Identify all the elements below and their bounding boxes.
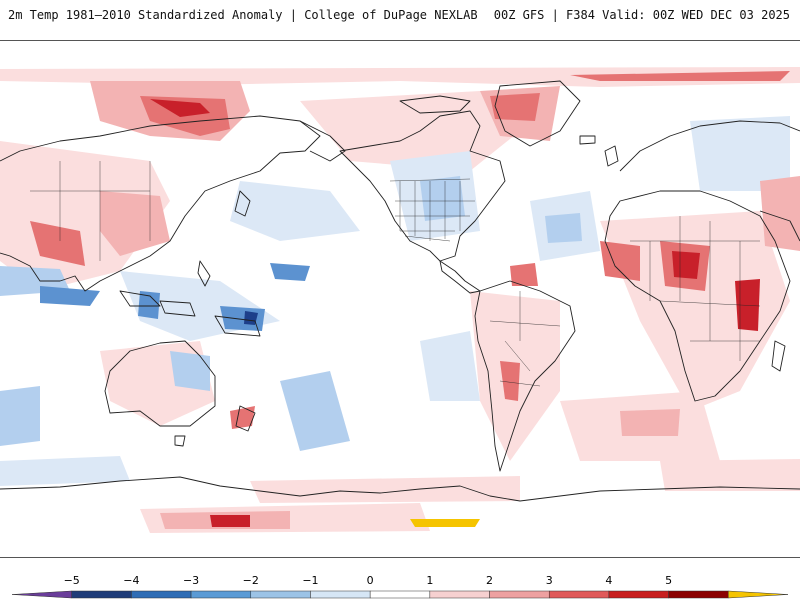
colorbar-tick-label: −1 [302,574,318,587]
us-state-lines [395,181,475,241]
siberia-warm-peak [150,99,210,117]
antarctic-ring [250,476,520,503]
political-borders [30,161,761,387]
europe-coast [619,120,800,172]
colorbar-segment [369,590,431,599]
antarctic-cool [0,456,130,486]
colorbar-legend: −5 −4 −3 −2 −1 0 1 2 3 4 5 [0,570,800,600]
central-pacific-cool [420,331,480,401]
s-atlantic-warm [620,409,680,436]
colorbar-segment [11,590,72,599]
pacific-cool [230,181,360,241]
atlantic-cool-2 [545,213,582,243]
central-america-coast [439,260,481,294]
tropical-cool-2 [40,286,100,306]
model-run-info: 00Z GFS | F384 Valid: 00Z WED DEC 03 202… [493,8,790,22]
colorbar-ticks: −5 −4 −3 −2 −1 0 1 2 3 4 5 [64,574,673,587]
middle-east-warm [760,176,800,251]
map-canvas [0,67,800,533]
africa-warm [600,211,790,411]
nz-coast [235,405,256,432]
andes-warm [500,361,520,401]
colorbar-tick-label: −2 [243,574,259,587]
southern-warm-east [660,459,800,491]
sahel-warm [600,241,640,281]
pacific-cool-strong [270,263,310,281]
sw-pacific-cool [280,371,350,451]
new-guinea-coast [214,315,261,337]
arctic-islands-coast [399,95,471,114]
africa-coast [604,190,791,402]
colorbar-segment [608,590,669,599]
antarctic-warm-core [210,515,250,527]
colorbar-segment [728,590,789,599]
tasmania-coast [174,435,186,447]
east-africa-warm [735,279,760,331]
south-america-borders [489,291,561,387]
canada-warm [300,91,520,171]
colorbar-tick-label: −5 [64,574,80,587]
europe-cool [690,116,790,191]
philippines-coast [197,260,211,287]
colorbar-segment [429,590,490,599]
venezuela-warm [510,263,538,286]
india-warm [30,221,85,266]
arctic-warm-band-strong [570,71,790,81]
greenland-coast [494,80,581,147]
asia-coast [0,115,321,292]
colorbar-segment [489,590,550,599]
colorbar-segment [131,590,192,599]
colorbar-tick-label: 2 [486,574,493,587]
colorbar-tick-label: 1 [426,574,433,587]
colorbar-tick-label: 0 [367,574,374,587]
arabia-coast [759,210,800,242]
central-africa-core [672,251,700,279]
colorbar-tick-label: 5 [665,574,672,587]
maritime-cool-2 [138,291,160,319]
southern-cool [0,386,40,446]
australia-coast [104,340,216,427]
uk-coast [604,145,619,167]
maritime-cool-core [244,311,258,325]
map-title: 2m Temp 1981–2010 Standardized Anomaly |… [8,8,478,22]
madagascar-coast [771,340,786,372]
colorbar-segment [71,590,132,599]
south-america-coast [474,280,576,472]
colorbar-svg: −5 −4 −3 −2 −1 0 1 2 3 4 5 [11,574,789,599]
asia-borders [30,161,151,261]
indonesia-coast-2 [159,300,196,317]
colorbar-tick-label: 4 [605,574,612,587]
greenland-warm-core [490,93,540,121]
colorbar-segment [250,590,311,599]
colorbar-tick-label: −4 [123,574,139,587]
us-cool-2 [420,176,465,221]
africa-borders [630,216,761,361]
north-america-coast [339,110,506,262]
antarctic-gold [410,519,480,527]
japan-coast [234,190,251,217]
colorbar-tick-label: −3 [183,574,199,587]
china-warm [100,191,170,256]
australia-cool [170,351,210,391]
colorbar-segment [190,590,252,599]
mexico-border [404,235,451,242]
colorbar-segment [310,590,371,599]
colorbar-segment [548,590,610,599]
header: 2m Temp 1981–2010 Standardized Anomaly |… [0,0,800,30]
indonesia-coast-1 [119,290,161,307]
antarctica-coast [0,476,800,502]
colorbar-tick-label: 3 [546,574,553,587]
kamchatka-coast [299,120,346,162]
iceland-coast [579,135,596,145]
colorbar-segment [668,590,729,599]
colorbar-segments [11,590,789,599]
maritime-cool-3 [220,306,265,331]
anomaly-map[interactable] [0,40,800,558]
coastlines [0,80,800,502]
us-canada-border [389,178,471,182]
nz-warm [230,406,255,429]
